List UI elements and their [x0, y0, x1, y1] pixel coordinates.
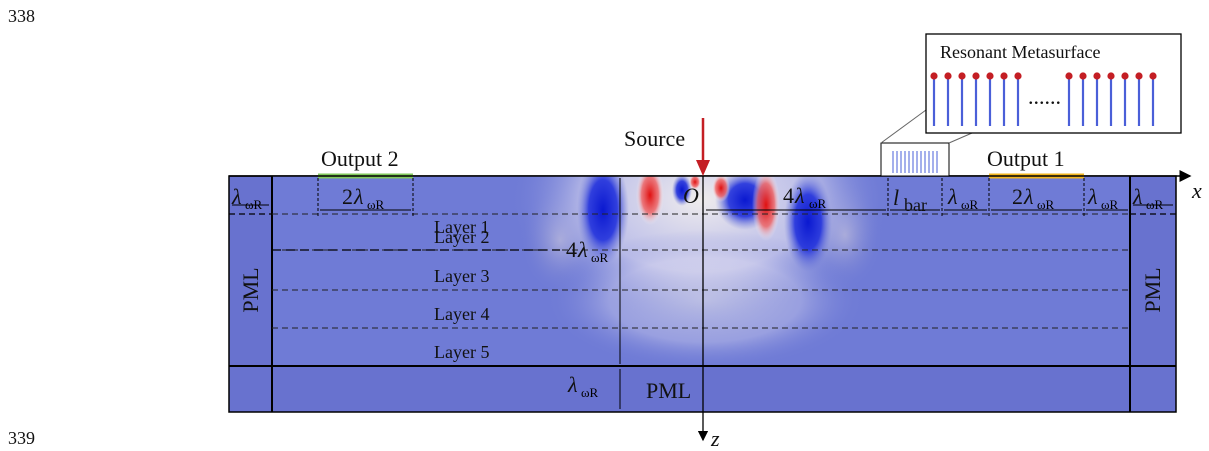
svg-text:2: 2 [1012, 184, 1023, 209]
line-number-338: 338 [8, 6, 35, 26]
dim-4lambda-horizontal-label: 4 λ ωR [783, 183, 827, 211]
svg-text:ωR: ωR [1146, 197, 1164, 212]
svg-text:ωR: ωR [961, 197, 979, 212]
resonator-mass-8 [1079, 72, 1087, 80]
resonant-metasurface-label: Resonant Metasurface [940, 42, 1100, 62]
resonator-mass-13 [1149, 72, 1157, 80]
dim-output2-label: 2 λ ωR [342, 184, 385, 212]
svg-text:λ: λ [567, 372, 578, 397]
metasurface-dots: ...... [1028, 84, 1061, 109]
origin-label: O [683, 183, 699, 208]
layer-5-label: Layer 5 [434, 342, 489, 362]
output-2-label: Output 2 [321, 146, 399, 171]
zoom-line-right [948, 132, 973, 144]
dim-gap-label: λ ωR [947, 184, 979, 212]
layer-1-label: Layer 1 [434, 217, 489, 237]
resonator-mass-10 [1107, 72, 1115, 80]
output-1-label: Output 1 [987, 146, 1065, 171]
svg-text:λ: λ [231, 184, 242, 209]
svg-text:4: 4 [566, 237, 577, 262]
resonator-mass-6 [1014, 72, 1022, 80]
wave-field [510, 176, 890, 366]
svg-text:ωR: ωR [1101, 197, 1119, 212]
svg-text:ωR: ωR [809, 196, 827, 211]
svg-text:λ: λ [353, 184, 364, 209]
metasurface-small-bars [892, 151, 938, 173]
pml-bottom-label: PML [646, 378, 691, 403]
metasurface-box [880, 142, 950, 177]
svg-text:λ: λ [947, 184, 958, 209]
layer-3-label: Layer 3 [434, 266, 489, 286]
dim-bottom-pml-label: λ ωR [567, 372, 599, 400]
svg-text:λ: λ [577, 237, 588, 262]
svg-text:2: 2 [342, 184, 353, 209]
dim-right-pml-label: λ ωR [1132, 184, 1164, 212]
resonator-mass-12 [1135, 72, 1143, 80]
dim-4lambda-vertical-label: 4 λ ωR [566, 237, 609, 265]
resonator-mass-3 [972, 72, 980, 80]
source-label: Source [624, 126, 685, 151]
z-axis-label: z [710, 426, 720, 451]
svg-text:bar: bar [904, 195, 927, 215]
svg-text:ωR: ωR [245, 197, 263, 212]
source-arrow-head [696, 160, 710, 176]
resonator-mass-7 [1065, 72, 1073, 80]
resonator-mass-0 [930, 72, 938, 80]
svg-text:λ: λ [1132, 184, 1143, 209]
dim-lbar-label: l bar [893, 185, 927, 215]
svg-text:l: l [893, 185, 899, 210]
svg-text:ωR: ωR [581, 385, 599, 400]
x-axis-label: x [1191, 178, 1202, 203]
dim-output1-label: 2 λ ωR [1012, 184, 1055, 212]
dim-right-gap-label: λ ωR [1087, 184, 1119, 212]
metasurface-resonators [930, 72, 1157, 126]
svg-text:λ: λ [1087, 184, 1098, 209]
pml-right-label: PML [1140, 267, 1165, 312]
pml-left-label: PML [238, 267, 263, 312]
svg-text:λ: λ [794, 183, 805, 208]
resonator-mass-1 [944, 72, 952, 80]
svg-text:4: 4 [783, 183, 794, 208]
zoom-line-left [880, 109, 927, 144]
layer-2-label: Layer 2 [434, 227, 489, 247]
resonator-mass-9 [1093, 72, 1101, 80]
svg-text:ωR: ωR [367, 197, 385, 212]
svg-text:ωR: ωR [1037, 197, 1055, 212]
resonator-mass-2 [958, 72, 966, 80]
svg-text:λ: λ [1023, 184, 1034, 209]
line-number-339: 339 [8, 428, 35, 448]
resonator-mass-5 [1000, 72, 1008, 80]
dim-left-pml-label: λ ωR [231, 184, 263, 212]
resonator-mass-11 [1121, 72, 1129, 80]
svg-text:ωR: ωR [591, 250, 609, 265]
layer-4-label: Layer 4 [434, 304, 489, 324]
resonator-mass-4 [986, 72, 994, 80]
